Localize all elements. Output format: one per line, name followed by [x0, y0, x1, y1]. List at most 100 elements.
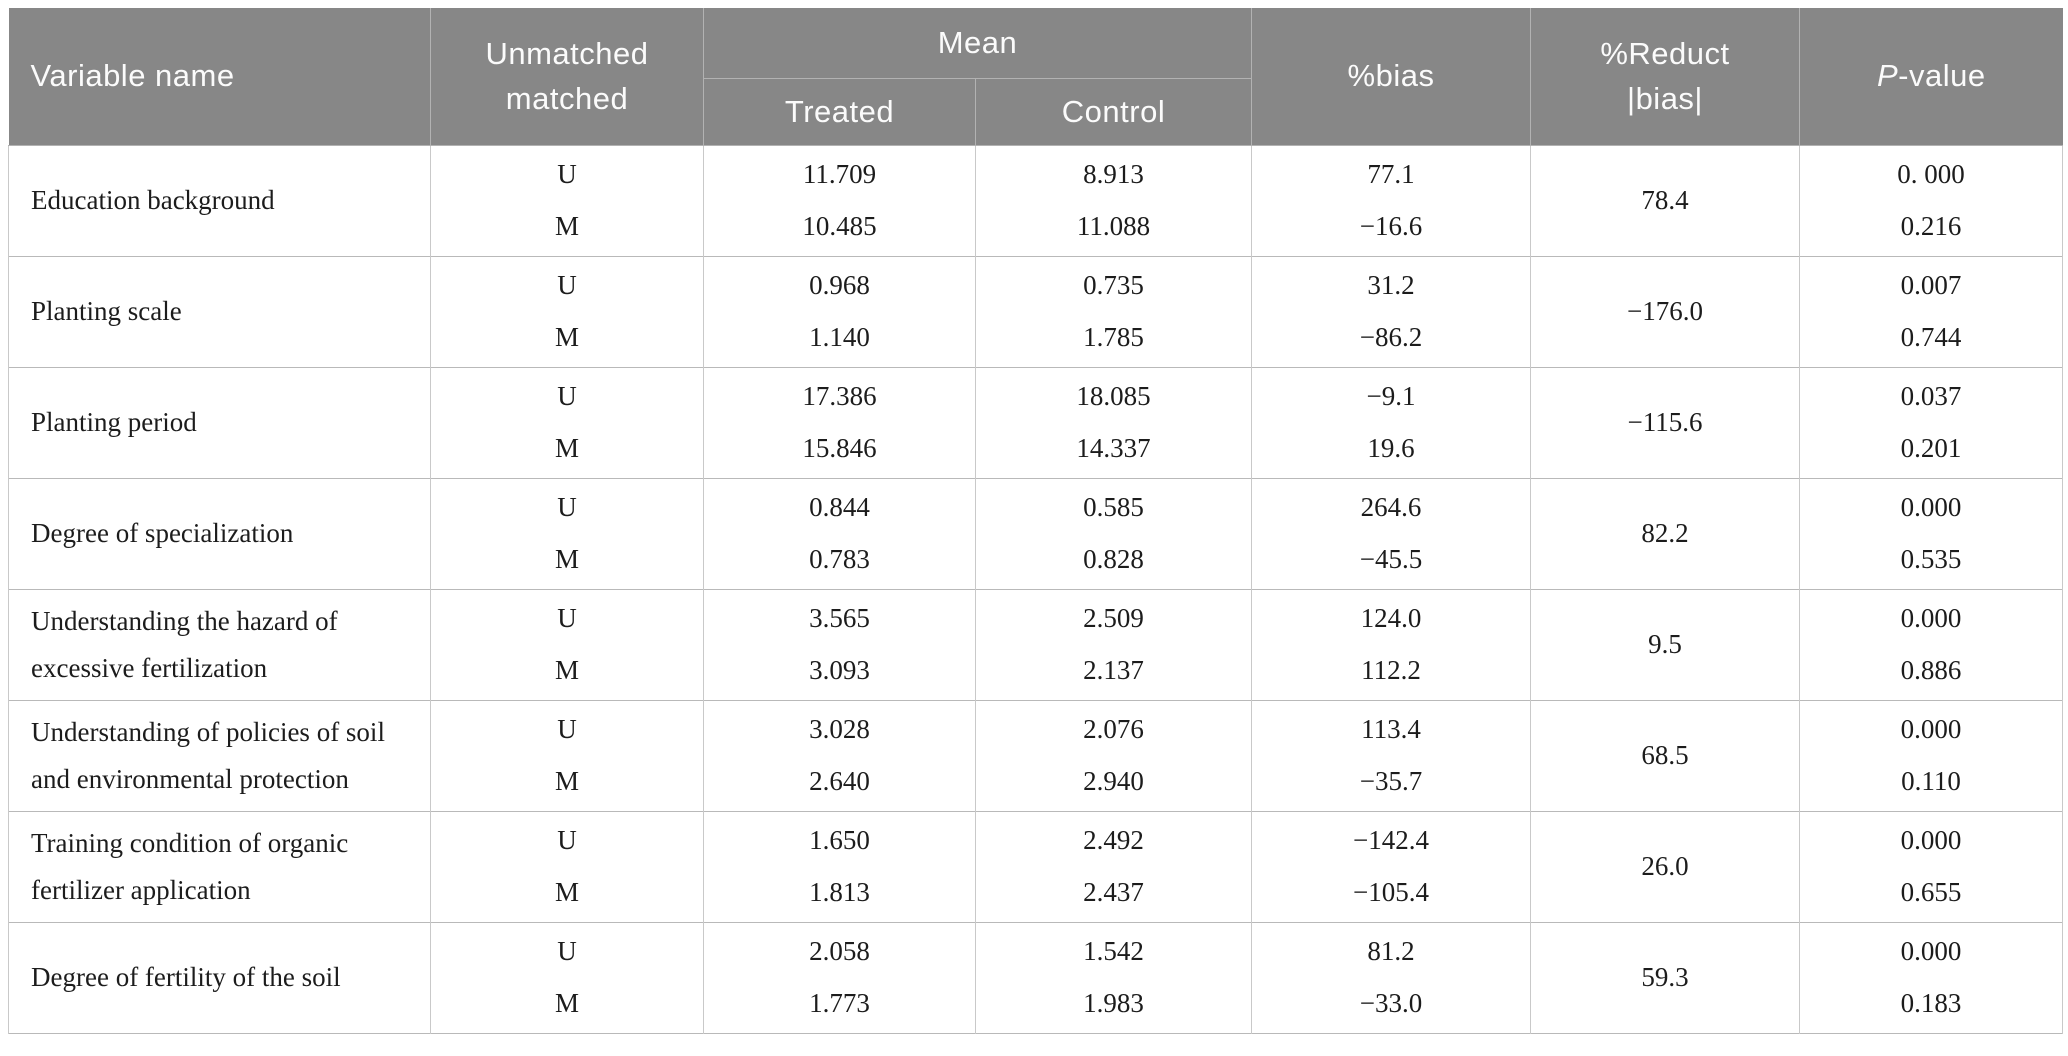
- treated-cell: 1.650 1.813: [703, 811, 976, 923]
- variable-name-cell: Degree of specialization: [8, 478, 431, 590]
- bias-u-value: 77.1: [1367, 159, 1415, 190]
- matched-label: M: [554, 544, 579, 575]
- treated-m-value: 2.640: [809, 766, 870, 797]
- p-u-value: 0.000: [1900, 936, 1962, 967]
- p-value-cell: 0.037 0.201: [1799, 367, 2064, 479]
- variable-name-cell: Planting scale: [8, 256, 431, 368]
- bias-u-value: 31.2: [1367, 270, 1415, 301]
- reduct-cell: 59.3: [1530, 922, 1801, 1034]
- treated-m-value: 1.773: [809, 988, 870, 1019]
- bias-cell: 124.0 112.2: [1251, 589, 1532, 701]
- p-value-cell: 0.000 0.183: [1799, 922, 2064, 1034]
- control-m-value: 2.940: [1083, 766, 1144, 797]
- matched-label: M: [554, 988, 579, 1019]
- p-m-value: 0.201: [1900, 433, 1962, 464]
- bias-u-value: −9.1: [1366, 381, 1416, 412]
- bias-m-value: −105.4: [1353, 877, 1429, 908]
- reduct-value: 68.5: [1641, 740, 1689, 771]
- p-m-value: 0.183: [1900, 988, 1962, 1019]
- p-u-value: 0.007: [1900, 270, 1962, 301]
- bias-m-value: −86.2: [1359, 322, 1423, 353]
- unmatched-label: U: [557, 270, 577, 301]
- control-u-value: 0.585: [1083, 492, 1144, 523]
- treated-m-value: 15.846: [802, 433, 877, 464]
- treated-m-value: 1.813: [809, 877, 870, 908]
- control-u-value: 2.076: [1083, 714, 1144, 745]
- table-row: Training condition of organic fertilizer…: [8, 811, 2064, 923]
- p-u-value: 0.037: [1900, 381, 1962, 412]
- header-variable-name: Variable name: [8, 8, 431, 146]
- control-cell: 2.076 2.940: [974, 700, 1253, 812]
- reduct-value: −115.6: [1627, 407, 1703, 438]
- p-value-cell: 0.007 0.744: [1799, 256, 2064, 368]
- control-m-value: 2.437: [1083, 877, 1144, 908]
- bias-cell: 113.4 −35.7: [1251, 700, 1532, 812]
- treated-cell: 2.058 1.773: [703, 922, 976, 1034]
- treated-m-value: 3.093: [809, 655, 870, 686]
- matched-label: M: [554, 322, 579, 353]
- unmatched-label: U: [557, 936, 577, 967]
- unmatched-matched-cell: U M: [430, 256, 704, 368]
- reduct-value: 9.5: [1648, 629, 1682, 660]
- unmatched-matched-cell: U M: [430, 478, 704, 590]
- matched-label: M: [554, 211, 579, 242]
- reduct-cell: −115.6: [1530, 367, 1801, 479]
- header-reduct-bias: %Reduct |bias|: [1530, 8, 1801, 146]
- p-value-cell: 0.000 0.535: [1799, 478, 2064, 590]
- matched-label: M: [554, 655, 579, 686]
- bias-cell: −9.1 19.6: [1251, 367, 1532, 479]
- table-header: Variable name Unmatched matched Mean %bi…: [8, 8, 2063, 146]
- header-p-value: P-value: [1799, 8, 2063, 146]
- p-value-cell: 0.000 0.655: [1799, 811, 2064, 923]
- p-value-cell: 0.000 0.886: [1799, 589, 2064, 701]
- treated-u-value: 3.028: [809, 714, 870, 745]
- p-u-value: 0.000: [1900, 492, 1962, 523]
- treated-cell: 17.386 15.846: [703, 367, 976, 479]
- bias-u-value: 113.4: [1361, 714, 1421, 745]
- control-cell: 2.509 2.137: [974, 589, 1253, 701]
- matching-balance-table-container: Variable name Unmatched matched Mean %bi…: [8, 8, 2064, 1034]
- p-m-value: 0.535: [1900, 544, 1962, 575]
- unmatched-label: U: [557, 603, 577, 634]
- control-cell: 18.085 14.337: [974, 367, 1253, 479]
- treated-u-value: 2.058: [809, 936, 870, 967]
- matching-balance-table: Variable name Unmatched matched Mean %bi…: [8, 8, 2064, 1034]
- unmatched-label: U: [557, 714, 577, 745]
- header-treated: Treated: [703, 78, 976, 146]
- header-unmatched-line2: matched: [505, 81, 629, 117]
- control-m-value: 2.137: [1083, 655, 1144, 686]
- treated-cell: 3.028 2.640: [703, 700, 976, 812]
- header-reduct-line1: %Reduct: [1600, 36, 1730, 72]
- reduct-value: 82.2: [1641, 518, 1689, 549]
- p-m-value: 0.886: [1900, 655, 1962, 686]
- bias-cell: 31.2 −86.2: [1251, 256, 1532, 368]
- p-u-value: 0.000: [1900, 825, 1962, 856]
- unmatched-label: U: [557, 381, 577, 412]
- unmatched-matched-cell: U M: [430, 145, 704, 257]
- reduct-cell: −176.0: [1530, 256, 1801, 368]
- unmatched-matched-cell: U M: [430, 367, 704, 479]
- control-m-value: 0.828: [1083, 544, 1144, 575]
- unmatched-matched-cell: U M: [430, 589, 704, 701]
- reduct-value: 59.3: [1641, 962, 1689, 993]
- unmatched-matched-cell: U M: [430, 922, 704, 1034]
- bias-cell: 77.1 −16.6: [1251, 145, 1532, 257]
- variable-name-cell: Training condition of organic fertilizer…: [8, 811, 431, 923]
- treated-u-value: 0.968: [809, 270, 870, 301]
- unmatched-matched-cell: U M: [430, 811, 704, 923]
- bias-cell: 81.2 −33.0: [1251, 922, 1532, 1034]
- treated-m-value: 10.485: [802, 211, 877, 242]
- p-m-value: 0.744: [1900, 322, 1962, 353]
- variable-name-cell: Understanding the hazard of excessive fe…: [8, 589, 431, 701]
- bias-m-value: 19.6: [1367, 433, 1415, 464]
- header-reduct-line2: |bias|: [1627, 81, 1703, 117]
- variable-name-cell: Degree of fertility of the soil: [8, 922, 431, 1034]
- table-row: Understanding of policies of soil and en…: [8, 700, 2064, 812]
- control-u-value: 2.492: [1083, 825, 1144, 856]
- control-u-value: 0.735: [1083, 270, 1144, 301]
- control-cell: 0.585 0.828: [974, 478, 1253, 590]
- table-row: Degree of fertility of the soil U M 2.05…: [8, 922, 2064, 1034]
- bias-m-value: −16.6: [1359, 211, 1423, 242]
- header-mean: Mean: [702, 8, 1253, 79]
- treated-u-value: 11.709: [802, 159, 877, 190]
